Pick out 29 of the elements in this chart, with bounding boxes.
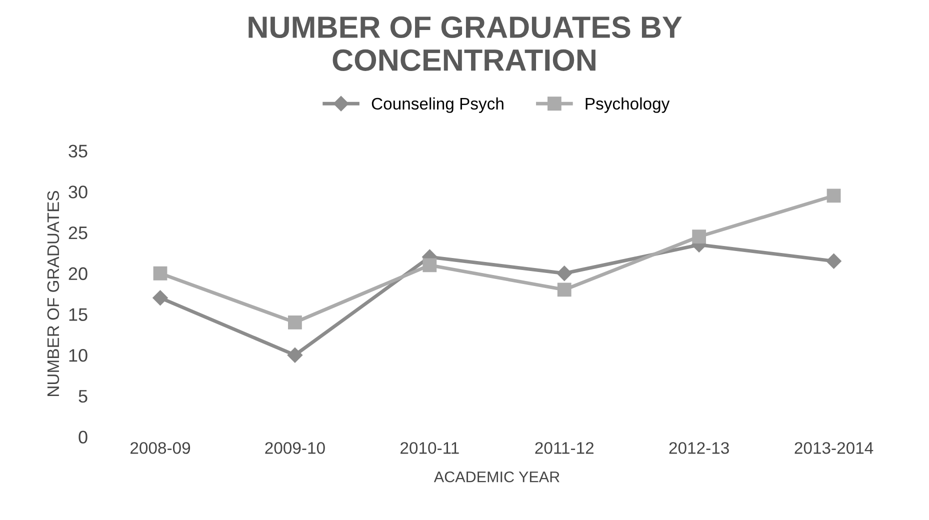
y-tick-label: 15 [69,308,88,321]
x-tick-label: 2012-13 [669,442,729,454]
x-tick-label: 2008-09 [130,442,190,454]
point [287,348,303,363]
y-tick-label: 25 [68,226,88,240]
y-tick-label: 20 [68,267,88,280]
y-tick-label: 10 [69,349,88,362]
y-tick-label: 30 [68,186,88,198]
y-tick-label: 0 [78,430,88,444]
point [692,230,706,244]
point [422,258,437,272]
y-tick-label: 5 [78,390,88,403]
x-tick-label: 2009-10 [265,442,325,454]
chart-title: NUMBER OF GRADUATES BY CONCENTRATION [248,16,682,71]
point [557,282,572,297]
y-axis-title: NUMBER OF GRADUATES [47,191,60,396]
point [556,266,572,281]
x-tick-label: 2011-12 [535,442,594,454]
point [153,266,168,280]
y-tick-label: 35 [68,144,88,158]
legend-label: Counseling Psych [372,97,504,113]
point [826,254,842,269]
legend-label: Psychology [586,97,670,113]
x-axis-title: ACADEMIC YEAR [434,471,560,482]
point [152,290,168,306]
point [288,315,302,330]
x-tick-label: 2013-2014 [794,442,874,454]
point [826,188,841,203]
x-tick-label: 2010-11 [400,442,459,454]
